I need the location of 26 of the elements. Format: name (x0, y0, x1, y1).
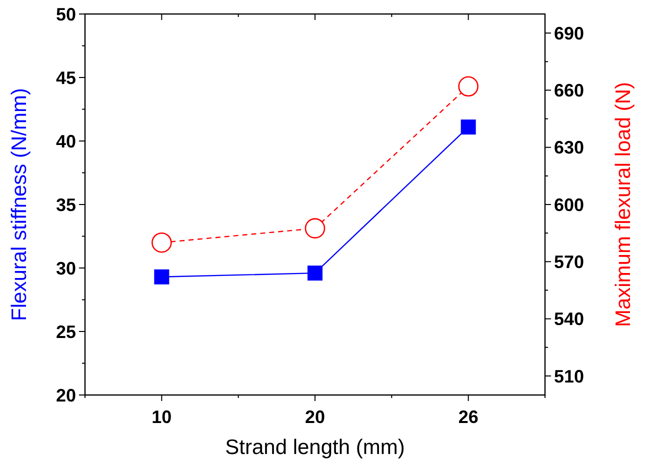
x-tick-label: 26 (458, 407, 478, 427)
y-tick-label: 45 (56, 68, 76, 88)
y2-tick-label: 630 (554, 138, 584, 158)
point (460, 120, 476, 135)
y2-tick-label: 540 (554, 309, 584, 330)
point (458, 76, 478, 97)
y2-tick-label: 570 (554, 252, 584, 272)
y-tick-label: 25 (56, 322, 76, 342)
y-tick-label: 20 (56, 385, 76, 406)
y-tick-label: 50 (56, 4, 76, 24)
y2-tick-label: 690 (554, 23, 584, 44)
y-tick-label: 40 (56, 131, 76, 152)
y2-tick-label: 660 (554, 80, 584, 100)
x-axis-title: Strand length (mm) (225, 436, 405, 459)
x-tick-label: 10 (152, 407, 172, 427)
y-axis-title: Flexural stiffness (N/mm) (8, 88, 31, 321)
point (152, 232, 172, 253)
y-tick-label: 35 (56, 194, 76, 215)
y2-tick-label: 600 (554, 194, 584, 215)
y2-axis-title: Maximum flexural load (N) (612, 82, 635, 328)
point (304, 218, 326, 238)
y-tick-label: 30 (56, 258, 76, 278)
y2-tick-label: 510 (554, 366, 584, 386)
x-tick-label: 20 (304, 407, 326, 427)
point (308, 266, 322, 281)
point (154, 269, 170, 284)
